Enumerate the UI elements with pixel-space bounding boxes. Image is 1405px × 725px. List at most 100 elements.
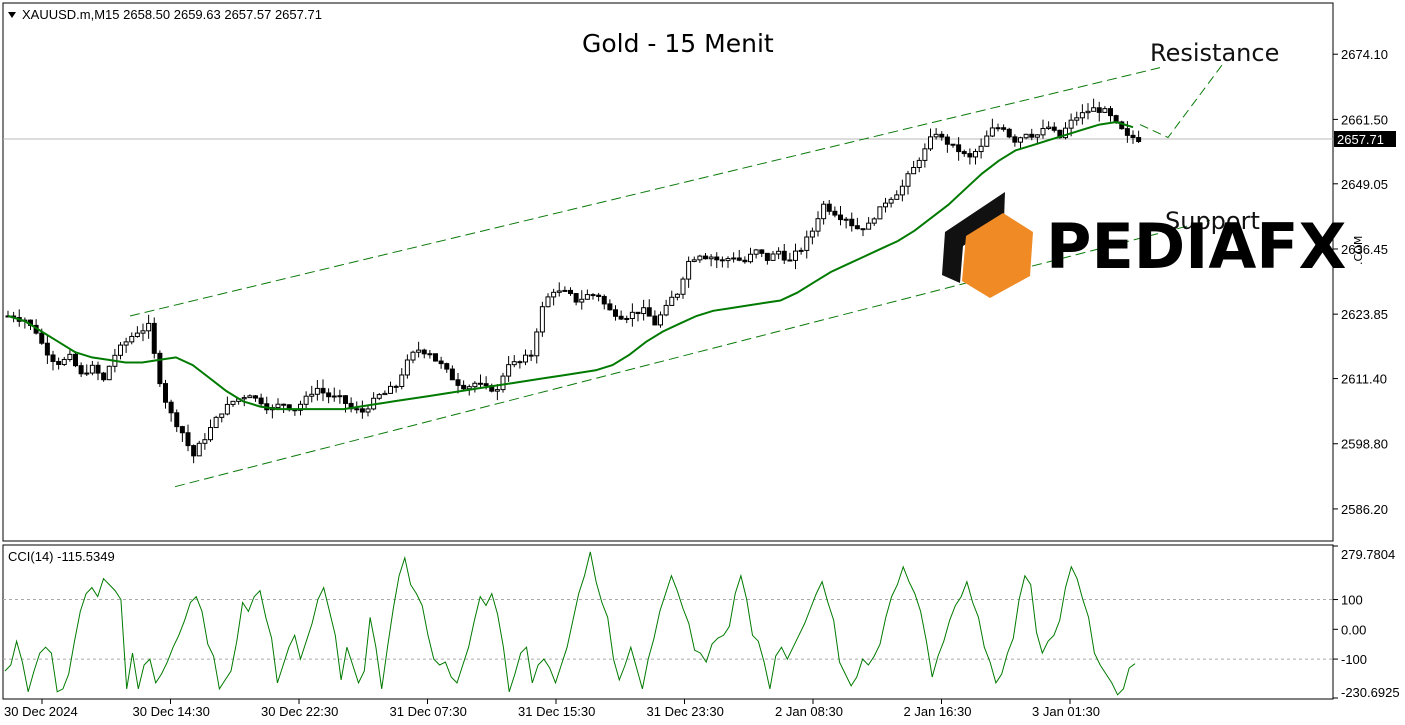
collapse-triangle-icon[interactable] bbox=[8, 12, 16, 18]
candle-body bbox=[624, 317, 630, 320]
candle-body bbox=[106, 365, 112, 381]
time-tick-label: 31 Dec 23:30 bbox=[647, 704, 724, 719]
candle-body bbox=[134, 332, 140, 337]
candle-body bbox=[961, 151, 967, 155]
candle-body bbox=[854, 225, 860, 230]
pediafx-logo: PEDIAFX .COM bbox=[942, 192, 1365, 298]
candle-body bbox=[1006, 128, 1012, 138]
price-tick-label: 2674.10 bbox=[1341, 47, 1388, 62]
candle-body bbox=[185, 432, 191, 447]
candle-body bbox=[1079, 112, 1085, 119]
candle-body bbox=[56, 360, 62, 365]
candle-body bbox=[399, 374, 405, 387]
symbol-ohlc-text: XAUUSD.m,M15 2658.50 2659.63 2657.57 265… bbox=[22, 7, 322, 22]
candle-body bbox=[523, 354, 528, 363]
current-price-tag bbox=[1334, 131, 1396, 148]
candle-body bbox=[427, 353, 433, 356]
candle-body bbox=[928, 136, 933, 150]
candle-body bbox=[157, 352, 163, 385]
candle-body bbox=[809, 230, 815, 238]
candle-body bbox=[354, 408, 360, 411]
candle-body bbox=[635, 311, 641, 315]
candle-body bbox=[1068, 119, 1074, 129]
candle-body bbox=[911, 167, 917, 175]
candle-body bbox=[376, 394, 382, 399]
candle-body bbox=[129, 335, 135, 343]
candle-body bbox=[686, 260, 692, 280]
candle-body bbox=[787, 259, 793, 262]
candle-body bbox=[1034, 134, 1040, 138]
candle-body bbox=[433, 353, 438, 362]
resistance-label: Resistance bbox=[1150, 39, 1279, 67]
candle-body bbox=[708, 256, 714, 260]
candle-body bbox=[821, 203, 827, 220]
candle-body bbox=[168, 401, 174, 414]
candle-body bbox=[275, 403, 281, 409]
candle-body bbox=[213, 416, 219, 429]
cci-tick-label: 0.00 bbox=[1341, 622, 1366, 637]
candle-body bbox=[455, 379, 461, 386]
candle-body bbox=[894, 194, 900, 200]
candle-body bbox=[208, 427, 213, 441]
candle-body bbox=[258, 397, 264, 405]
candle-body bbox=[123, 341, 129, 346]
candle-body bbox=[67, 353, 73, 360]
price-tick-label: 2611.40 bbox=[1341, 372, 1387, 387]
candle-body bbox=[916, 159, 922, 169]
candle-body bbox=[359, 408, 365, 413]
candle-body bbox=[466, 386, 472, 390]
price-tick-label: 2636.45 bbox=[1341, 242, 1388, 257]
candle-body bbox=[1124, 128, 1130, 136]
candle-body bbox=[1040, 128, 1046, 136]
candle-body bbox=[382, 392, 388, 396]
candle-body bbox=[860, 228, 866, 231]
price-tick-label: 2623.85 bbox=[1341, 307, 1388, 322]
candle-body bbox=[888, 198, 894, 204]
candle-body bbox=[629, 311, 635, 319]
candle-body bbox=[337, 395, 343, 398]
candle-body bbox=[944, 136, 950, 145]
candle-body bbox=[151, 322, 157, 354]
time-tick-label: 2 Jan 16:30 bbox=[904, 704, 972, 719]
candle-body bbox=[438, 360, 444, 365]
candle-body bbox=[388, 385, 393, 394]
candle-body bbox=[253, 395, 258, 399]
candle-body bbox=[1051, 126, 1057, 131]
time-tick-label: 30 Dec 14:30 bbox=[133, 704, 210, 719]
candle-body bbox=[815, 218, 821, 232]
candle-body bbox=[703, 255, 708, 260]
candle-body bbox=[84, 372, 90, 375]
candle-body bbox=[697, 255, 703, 261]
candle-body bbox=[849, 218, 855, 227]
candle-body bbox=[764, 252, 770, 261]
candle-body bbox=[995, 127, 1001, 130]
candle-body bbox=[241, 397, 247, 400]
candle-body bbox=[146, 322, 152, 332]
price-tick-label: 2661.50 bbox=[1341, 112, 1388, 127]
candle-body bbox=[303, 395, 309, 405]
candle-body bbox=[1108, 108, 1113, 117]
candle-body bbox=[320, 387, 326, 394]
candle-body bbox=[725, 258, 731, 262]
channel-upper-line bbox=[129, 67, 1161, 317]
candle-body bbox=[562, 289, 568, 292]
candle-body bbox=[314, 387, 320, 395]
candle-body bbox=[843, 218, 849, 221]
current-price-tag-text: 2657.71 bbox=[1337, 132, 1384, 147]
candle-body bbox=[1091, 107, 1097, 112]
candle-body bbox=[472, 382, 478, 388]
candle-body bbox=[883, 202, 888, 208]
time-tick-label: 2 Jan 08:30 bbox=[775, 704, 843, 719]
candle-body bbox=[719, 259, 725, 262]
candle-body bbox=[528, 354, 534, 357]
candle-body bbox=[939, 133, 945, 138]
time-tick-label: 30 Dec 2024 bbox=[4, 704, 78, 719]
candle-body bbox=[877, 206, 883, 220]
candle-body bbox=[73, 353, 78, 367]
candle-body bbox=[674, 293, 680, 298]
candle-body bbox=[770, 253, 776, 261]
candle-body bbox=[568, 289, 573, 295]
candle-body bbox=[61, 358, 67, 365]
candle-body bbox=[832, 210, 838, 216]
candle-body bbox=[956, 144, 962, 153]
